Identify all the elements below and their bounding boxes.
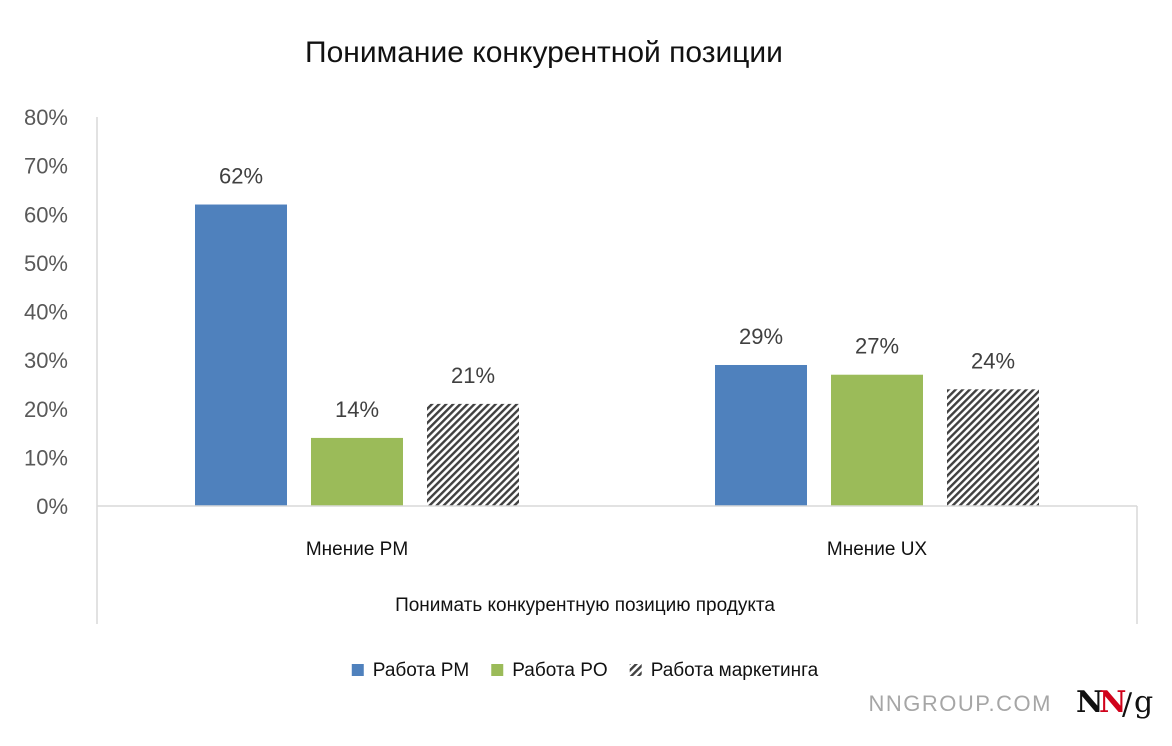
legend-item: Работа PM: [351, 660, 469, 681]
nng-logo: N N / g: [1076, 685, 1153, 722]
category-label: Мнение UX: [827, 539, 928, 560]
y-axis: 0% 10% 20% 30% 40% 50% 60% 70% 80%: [24, 105, 68, 519]
legend: Работа PM Работа PO Работа маркетинга: [351, 660, 819, 681]
legend-label: Работа PM: [373, 660, 469, 681]
bar-data-label: 21%: [451, 363, 495, 388]
y-tick-label: 20%: [24, 397, 68, 422]
bar: [831, 374, 923, 506]
y-tick-label: 50%: [24, 251, 68, 276]
category-label: Мнение PM: [306, 539, 408, 560]
legend-label: Работа PO: [512, 660, 607, 681]
y-tick-label: 40%: [24, 300, 68, 325]
x-axis-group-label: Понимать конкурентную позицию продукта: [395, 595, 775, 616]
bars: [195, 204, 1039, 506]
bar-data-label: 14%: [335, 397, 379, 422]
y-tick-label: 80%: [24, 105, 68, 130]
bar: [427, 403, 519, 506]
legend-swatch: [629, 664, 642, 676]
bar: [715, 364, 807, 506]
nngroup-site-label: NNGROUP.COM: [868, 691, 1052, 716]
legend-label: Работа маркетинга: [651, 660, 819, 681]
data-labels: 62% 14% 21% 29% 27% 24%: [219, 164, 1015, 422]
nng-logo-g: g: [1134, 685, 1153, 720]
nng-logo-n1: N: [1076, 685, 1103, 720]
bar-data-label: 27%: [855, 334, 899, 359]
bar-data-label: 24%: [971, 348, 1015, 373]
legend-swatch: [351, 664, 364, 676]
chart-title: Понимание конкурентной позиции: [305, 36, 783, 69]
y-tick-label: 10%: [24, 445, 68, 470]
bar-data-label: 29%: [739, 324, 783, 349]
bar: [947, 389, 1039, 506]
bar-data-label: 62%: [219, 164, 263, 189]
legend-swatch: [491, 664, 504, 676]
nng-logo-slash: /: [1122, 687, 1133, 722]
y-tick-label: 70%: [24, 154, 68, 179]
legend-item: Работа маркетинга: [629, 660, 819, 681]
y-tick-label: 0%: [36, 494, 68, 519]
bar: [195, 204, 287, 506]
nng-logo-n2: N: [1099, 685, 1126, 720]
category-labels: Мнение PM Мнение UX: [306, 539, 928, 560]
bar: [311, 437, 403, 506]
y-tick-label: 30%: [24, 348, 68, 373]
legend-item: Работа PO: [491, 660, 608, 681]
y-tick-label: 60%: [24, 202, 68, 227]
